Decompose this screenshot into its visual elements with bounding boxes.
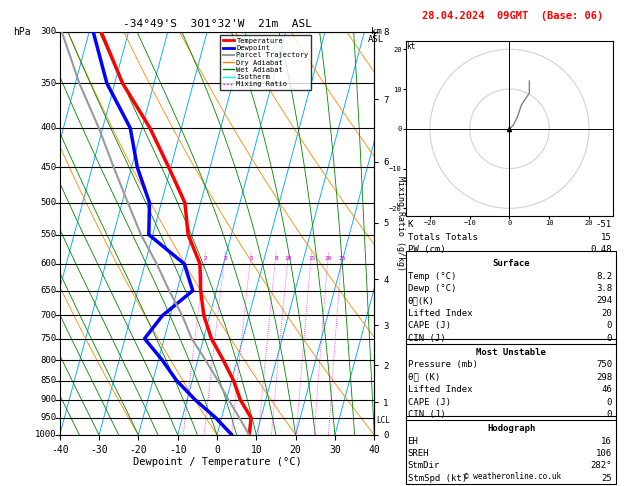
Text: 10: 10: [285, 256, 292, 261]
Text: Hodograph: Hodograph: [487, 424, 535, 434]
Text: 5: 5: [249, 256, 253, 261]
Text: θᴇ (K): θᴇ (K): [408, 373, 440, 382]
Text: 550: 550: [40, 230, 57, 239]
Text: 25: 25: [338, 256, 346, 261]
Text: 350: 350: [40, 79, 57, 88]
Text: 500: 500: [40, 198, 57, 207]
Text: 0: 0: [606, 398, 612, 407]
Text: 450: 450: [40, 163, 57, 172]
Text: CAPE (J): CAPE (J): [408, 321, 450, 330]
Text: 700: 700: [40, 311, 57, 320]
Text: 0: 0: [606, 410, 612, 419]
Text: Surface: Surface: [493, 260, 530, 268]
Text: 3: 3: [223, 256, 227, 261]
Text: CIN (J): CIN (J): [408, 334, 445, 343]
Text: SREH: SREH: [408, 449, 429, 458]
Text: LCL: LCL: [376, 416, 390, 425]
Text: 20: 20: [601, 309, 612, 318]
Text: 400: 400: [40, 123, 57, 133]
Text: StmDir: StmDir: [408, 462, 440, 470]
Text: 15: 15: [308, 256, 315, 261]
Text: 20: 20: [325, 256, 332, 261]
Text: PW (cm): PW (cm): [408, 245, 445, 254]
Text: Dewp (°C): Dewp (°C): [408, 284, 456, 293]
Text: 750: 750: [40, 334, 57, 343]
Text: Most Unstable: Most Unstable: [476, 348, 547, 357]
Text: km: km: [370, 27, 382, 36]
Text: CAPE (J): CAPE (J): [408, 398, 450, 407]
Text: EH: EH: [408, 437, 418, 446]
X-axis label: Dewpoint / Temperature (°C): Dewpoint / Temperature (°C): [133, 457, 301, 468]
Text: Mixing Ratio (g/kg): Mixing Ratio (g/kg): [396, 176, 405, 271]
Text: CIN (J): CIN (J): [408, 410, 445, 419]
Text: 850: 850: [40, 376, 57, 385]
Text: 900: 900: [40, 395, 57, 404]
Text: 950: 950: [40, 413, 57, 422]
Text: 800: 800: [40, 356, 57, 364]
Text: 650: 650: [40, 286, 57, 295]
Text: 25: 25: [601, 474, 612, 483]
Text: © weatheronline.co.uk: © weatheronline.co.uk: [464, 472, 561, 481]
Text: 294: 294: [596, 296, 612, 306]
Text: StmSpd (kt): StmSpd (kt): [408, 474, 467, 483]
Text: Totals Totals: Totals Totals: [408, 232, 477, 242]
Text: 15: 15: [601, 232, 612, 242]
Title: -34°49'S  301°32'W  21m  ASL: -34°49'S 301°32'W 21m ASL: [123, 19, 311, 30]
Text: 1000: 1000: [35, 431, 57, 439]
Text: 28.04.2024  09GMT  (Base: 06): 28.04.2024 09GMT (Base: 06): [422, 11, 603, 21]
Text: 8: 8: [274, 256, 278, 261]
Text: -51: -51: [596, 220, 612, 229]
Text: Lifted Index: Lifted Index: [408, 309, 472, 318]
Text: 46: 46: [601, 385, 612, 394]
Text: kt: kt: [406, 42, 415, 51]
Text: K: K: [408, 220, 413, 229]
Legend: Temperature, Dewpoint, Parcel Trajectory, Dry Adiabat, Wet Adiabat, Isotherm, Mi: Temperature, Dewpoint, Parcel Trajectory…: [221, 35, 311, 90]
Text: 16: 16: [601, 437, 612, 446]
Text: 282°: 282°: [591, 462, 612, 470]
Text: 298: 298: [596, 373, 612, 382]
Text: 2: 2: [204, 256, 208, 261]
Text: 600: 600: [40, 260, 57, 268]
Text: θᴇ(K): θᴇ(K): [408, 296, 435, 306]
Text: 300: 300: [40, 27, 57, 36]
Text: 0: 0: [606, 321, 612, 330]
Text: 0: 0: [606, 334, 612, 343]
Text: 0.48: 0.48: [591, 245, 612, 254]
Text: 106: 106: [596, 449, 612, 458]
Text: Lifted Index: Lifted Index: [408, 385, 472, 394]
Text: Temp (°C): Temp (°C): [408, 272, 456, 281]
Text: 750: 750: [596, 361, 612, 369]
Text: 3.8: 3.8: [596, 284, 612, 293]
Text: Pressure (mb): Pressure (mb): [408, 361, 477, 369]
Text: hPa: hPa: [13, 27, 31, 37]
Text: ASL: ASL: [368, 35, 384, 44]
Text: 8.2: 8.2: [596, 272, 612, 281]
